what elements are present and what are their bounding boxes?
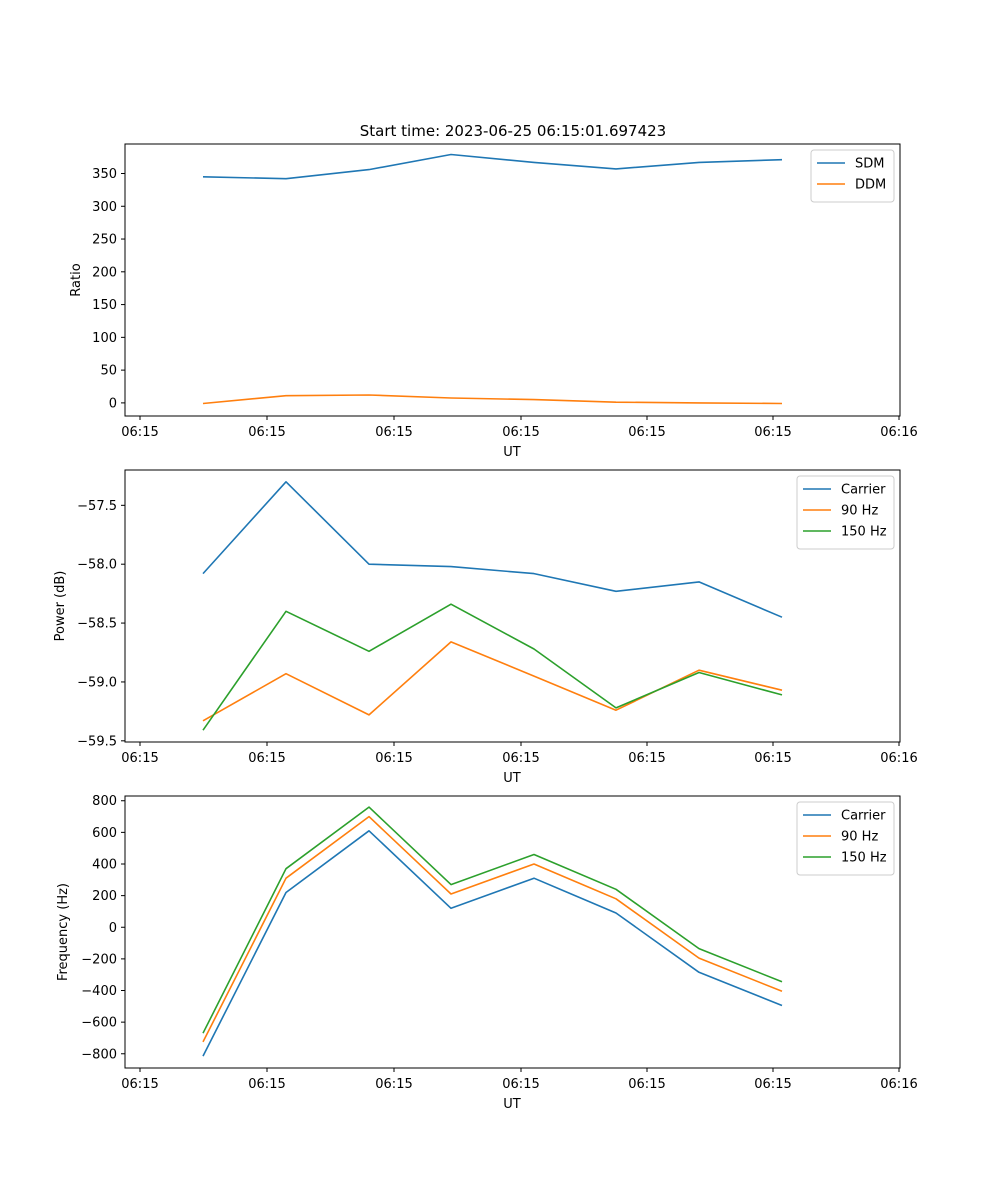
frequency-y-tick-label: 600 — [92, 826, 117, 841]
ratio-x-tick-label: 06:15 — [248, 425, 285, 440]
ratio-x-tick-label: 06:15 — [502, 425, 539, 440]
frequency-y-tick-label: 400 — [92, 858, 117, 873]
power-y-tick-label: −58.0 — [77, 558, 117, 573]
ratio-x-tick-label: 06:15 — [121, 425, 158, 440]
power-y-tick-label: −59.5 — [77, 734, 117, 749]
ratio-y-tick-label: 250 — [92, 233, 117, 248]
power-x-tick-label: 06:15 — [628, 751, 665, 766]
frequency-x-tick-label: 06:15 — [502, 1077, 539, 1092]
ratio-y-tick-label: 350 — [92, 167, 117, 182]
ratio-y-tick-label: 0 — [109, 396, 117, 411]
frequency-series-150-hz — [202, 806, 783, 1034]
frequency-y-tick-label: 0 — [109, 921, 117, 936]
ratio-axes-frame — [124, 143, 901, 417]
frequency-legend: Carrier 90 Hz 150 Hz — [796, 801, 895, 876]
power-legend-label-carrier: Carrier — [841, 483, 886, 498]
ratio-y-axis-label: Ratio — [69, 263, 84, 296]
power-x-tick-label: 06:15 — [121, 751, 158, 766]
frequency-legend-label-carrier: Carrier — [841, 809, 886, 824]
ratio-y-tick-label: 50 — [100, 364, 117, 379]
ratio-series-sdm — [202, 153, 783, 180]
power-x-tick-label: 06:15 — [502, 751, 539, 766]
ratio-y-tick-label: 100 — [92, 331, 117, 346]
power-panel: 06:15 06:15 06:15 06:15 06:15 06:15 06:16 −59.5… — [53, 469, 918, 786]
power-axes-frame — [124, 469, 901, 743]
power-series-90-hz — [202, 641, 783, 722]
frequency-axes-frame — [124, 795, 901, 1069]
power-legend-label-150-hz: 150 Hz — [841, 525, 887, 540]
ratio-legend: SDM DDM — [810, 149, 895, 203]
frequency-x-tick-label: 06:15 — [754, 1077, 791, 1092]
ratio-x-tick-label: 06:15 — [375, 425, 412, 440]
power-y-tick-label: −58.5 — [77, 617, 117, 632]
ratio-x-tick-label: 06:15 — [754, 425, 791, 440]
frequency-x-tick-label: 06:15 — [375, 1077, 412, 1092]
ratio-x-tick-label: 06:15 — [628, 425, 665, 440]
frequency-y-tick-label: 800 — [92, 794, 117, 809]
ratio-legend-label-ddm: DDM — [855, 178, 886, 193]
power-series-carrier — [202, 480, 783, 618]
power-legend: Carrier 90 Hz 150 Hz — [796, 475, 895, 550]
ratio-y-tick-label: 300 — [92, 200, 117, 215]
frequency-series-90-hz — [202, 815, 783, 1043]
ratio-x-tick-label: 06:16 — [880, 425, 917, 440]
power-x-axis-label: UT — [503, 771, 521, 786]
power-y-axis-label: Power (dB) — [53, 571, 68, 642]
ratio-panel: 06:15 06:15 06:15 06:15 06:15 06:15 06:16 0 50 10… — [69, 143, 918, 460]
ratio-series-ddm — [202, 394, 783, 405]
frequency-x-tick-label: 06:15 — [121, 1077, 158, 1092]
frequency-x-tick-label: 06:15 — [248, 1077, 285, 1092]
frequency-series-carrier — [202, 829, 783, 1057]
ratio-y-tick-label: 200 — [92, 265, 117, 280]
power-series-150-hz — [202, 603, 783, 731]
frequency-legend-label-150-hz: 150 Hz — [841, 851, 887, 866]
ratio-legend-label-sdm: SDM — [855, 157, 884, 172]
power-y-tick-label: −57.5 — [77, 499, 117, 514]
frequency-y-tick-label: −400 — [81, 984, 117, 999]
power-legend-label-90-hz: 90 Hz — [841, 504, 878, 519]
frequency-y-tick-label: −800 — [81, 1047, 117, 1062]
frequency-x-axis-label: UT — [503, 1097, 521, 1112]
power-x-tick-label: 06:16 — [880, 751, 917, 766]
frequency-y-tick-label: −200 — [81, 952, 117, 967]
frequency-y-tick-label: −600 — [81, 1016, 117, 1031]
frequency-x-tick-label: 06:16 — [880, 1077, 917, 1092]
power-x-tick-label: 06:15 — [248, 751, 285, 766]
frequency-x-tick-label: 06:15 — [628, 1077, 665, 1092]
ratio-x-axis-label: UT — [503, 445, 521, 460]
power-x-tick-label: 06:15 — [754, 751, 791, 766]
frequency-panel: 06:15 06:15 06:15 06:15 06:15 06:15 06:16 −800 −… — [56, 794, 918, 1112]
frequency-y-axis-label: Frequency (Hz) — [56, 883, 71, 981]
power-y-tick-label: −59.0 — [77, 675, 117, 690]
frequency-legend-label-90-hz: 90 Hz — [841, 830, 878, 845]
frequency-y-tick-label: 200 — [92, 889, 117, 904]
power-x-tick-label: 06:15 — [375, 751, 412, 766]
chart-title: Start time: 2023-06-25 06:15:01.697423 — [360, 122, 666, 140]
ratio-y-tick-label: 150 — [92, 298, 117, 313]
